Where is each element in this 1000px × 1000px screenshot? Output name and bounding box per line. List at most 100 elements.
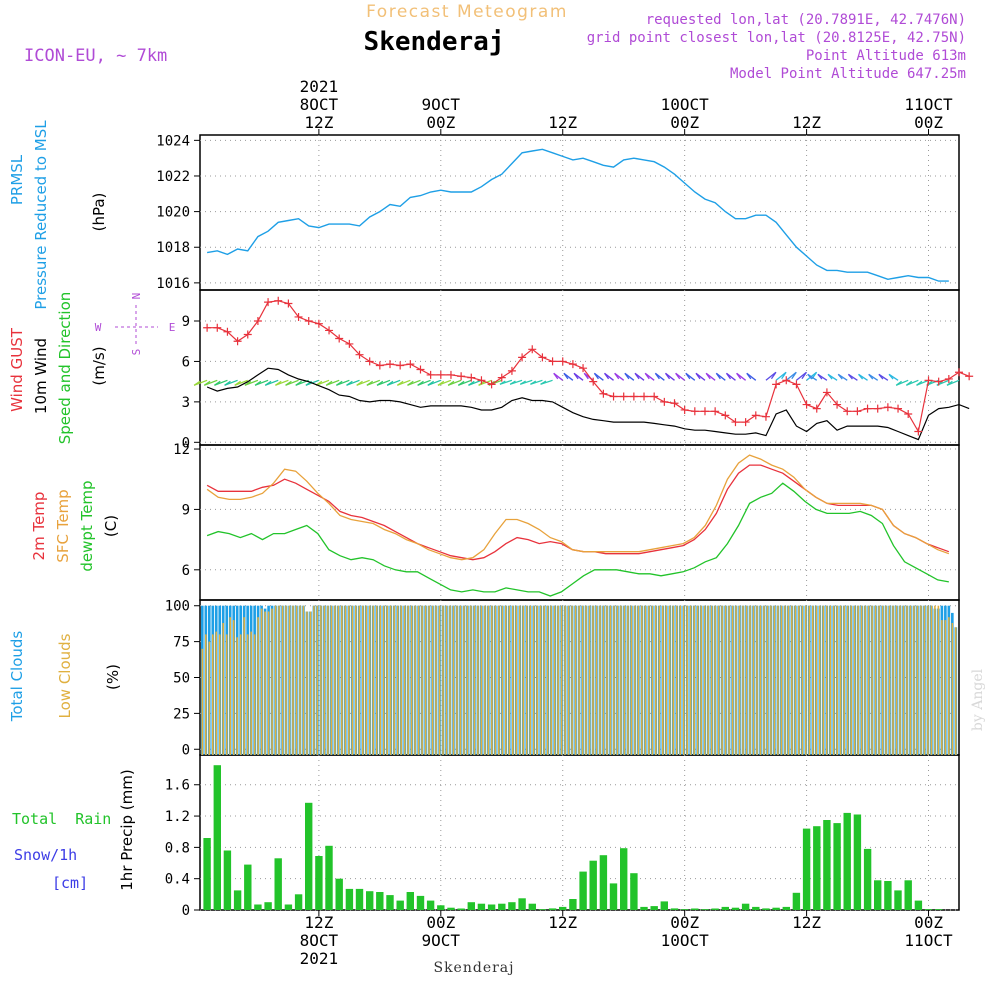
- wind-arrowhead-46: [664, 372, 671, 380]
- wind-gust-marker-54: [751, 411, 760, 420]
- cloud-low-bar-116: [606, 605, 608, 755]
- wind-gust-marker-8: [284, 299, 293, 308]
- precip-bar-72: [935, 909, 943, 910]
- cloud-low-bar-65: [428, 605, 430, 755]
- precip-bar-68: [894, 890, 902, 910]
- ytick-label-2-1: 9: [182, 502, 190, 518]
- cloud-low-bar-207: [923, 605, 926, 755]
- wind-arrowhead-8: [275, 380, 282, 386]
- cloud-low-bar-38: [334, 605, 336, 755]
- wind-arrowhead-67: [878, 373, 884, 380]
- wind-gust-marker-21: [416, 365, 425, 374]
- cloud-low-bar-115: [602, 605, 605, 755]
- cloud-low-bar-92: [522, 605, 525, 755]
- cloud-low-bar-20: [271, 608, 273, 755]
- cloud-low-bar-175: [812, 605, 814, 755]
- precip-bar-51: [721, 906, 729, 910]
- cloud-low-bar-142: [696, 605, 699, 755]
- cloud-low-bar-34: [320, 605, 322, 755]
- wind-arrowhead-1: [203, 380, 211, 386]
- wind-arrowhead-50: [705, 372, 711, 380]
- wind-arrowhead-65: [858, 373, 864, 380]
- precip-bar-38: [589, 860, 597, 910]
- wind-arrowhead-19: [386, 380, 394, 386]
- cloud-low-bar-198: [892, 605, 894, 755]
- wind-arrowhead-0: [193, 380, 201, 386]
- cloud-low-bar-197: [888, 605, 891, 755]
- cloud-low-bar-95: [532, 605, 535, 755]
- wind-gust-marker-1: [213, 323, 222, 332]
- precip-bar-49: [701, 909, 709, 910]
- wind-arrowhead-4: [234, 380, 241, 386]
- cloud-low-bar-102: [557, 605, 559, 755]
- wind-gust-marker-56: [772, 380, 781, 389]
- precip-bar-57: [782, 906, 790, 910]
- cloud-low-bar-191: [867, 605, 870, 755]
- ytick-label-3-2: 50: [173, 671, 190, 687]
- wind-gust-marker-57: [782, 376, 791, 385]
- cloud-low-bar-73: [456, 605, 458, 755]
- cloud-low-bar-8: [229, 617, 231, 755]
- cloud-low-bar-161: [763, 605, 765, 755]
- precip-bar-55: [762, 908, 770, 910]
- cloud-low-bar-128: [648, 605, 650, 755]
- precip-bar-1: [213, 765, 221, 910]
- wind-gust-marker-61: [822, 388, 831, 397]
- cloud-low-bar-54: [389, 605, 392, 755]
- wind-arrowhead-40: [604, 372, 610, 380]
- precip-bar-52: [731, 907, 740, 910]
- cloud-low-bar-94: [529, 605, 532, 755]
- wind-arrowhead-35: [553, 372, 559, 380]
- cloud-low-bar-203: [909, 605, 912, 755]
- wind-gust-marker-27: [477, 376, 486, 385]
- wind-gust-marker-70: [914, 427, 923, 436]
- cloud-low-bar-69: [442, 605, 444, 755]
- wind-arrowhead-74: [946, 380, 953, 386]
- pressure-unit: (hPa): [90, 193, 108, 232]
- wind-arrowhead-14: [335, 380, 343, 386]
- wind-arrowhead-20: [396, 380, 404, 386]
- cloud-low-bar-82: [487, 605, 490, 755]
- model-label: ICON-EU, ~ 7km: [24, 46, 167, 66]
- ytick-label-0-0: 1016: [156, 276, 190, 292]
- ytick-label-4-2: 0.8: [165, 840, 190, 856]
- bottom-time-label-1-0: 00Z: [426, 913, 455, 932]
- panel-frame-1: [199, 289, 960, 446]
- wind-arrowhead-61: [817, 373, 823, 380]
- cloud-low-bar-53: [386, 605, 388, 755]
- precip-bar-50: [711, 908, 719, 910]
- wind-gust-marker-65: [863, 404, 872, 413]
- wind-gust-marker-7: [274, 296, 283, 305]
- ytick-label-3-0: 0: [182, 742, 190, 758]
- cloud-low-bar-24: [285, 605, 287, 755]
- wind-gust-marker-40: [609, 392, 618, 401]
- cloud-low-bar-79: [477, 605, 479, 755]
- cloud-low-bar-46: [361, 605, 364, 755]
- precip-bar-47: [681, 909, 689, 910]
- wind-gust-line: [207, 300, 970, 434]
- wind-gust-marker-55: [761, 412, 770, 421]
- cloud-low-bar-89: [512, 605, 514, 755]
- bottom-time-label-2-0: 12Z: [548, 913, 577, 932]
- cloud-low-bar-157: [749, 605, 751, 755]
- wind-gust-marker-17: [375, 361, 384, 370]
- wind-gust-marker-63: [843, 407, 852, 416]
- cloud-low-bar-160: [759, 605, 762, 755]
- cloud-low-bar-165: [777, 605, 779, 755]
- wind-gust-marker-64: [853, 407, 862, 416]
- cloud-low-bar-178: [822, 605, 825, 755]
- cloud-low-bar-194: [878, 605, 880, 755]
- cloud-low-bar-152: [731, 605, 734, 755]
- precip-bar-44: [650, 906, 658, 910]
- ytick-label-1-3: 9: [182, 314, 190, 330]
- precip-bar-5: [254, 904, 262, 910]
- wind-arrowhead-31: [509, 380, 516, 385]
- precip-bar-2: [223, 850, 232, 910]
- cloud-low-bar-85: [498, 605, 500, 755]
- cloud-low-bar-137: [679, 605, 682, 755]
- cloud-low-bar-132: [662, 605, 664, 755]
- ytick-label-3-4: 100: [165, 599, 190, 615]
- cloud-low-bar-25: [288, 605, 291, 755]
- precip-bar-18: [386, 895, 394, 910]
- cloud-low-bar-190: [864, 605, 866, 755]
